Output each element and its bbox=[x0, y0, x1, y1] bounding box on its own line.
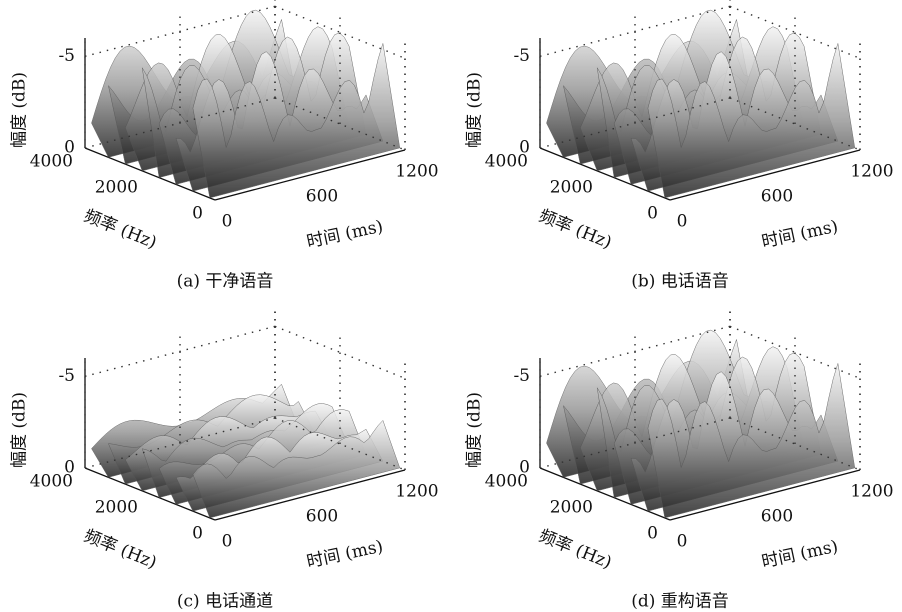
y-axis-line bbox=[84, 147, 216, 201]
x-axis-title: 时间 (ms) bbox=[305, 537, 385, 573]
x-tick-label: 600 bbox=[761, 507, 793, 527]
z-tick-label: 0 bbox=[519, 458, 530, 478]
x-tick-label: 600 bbox=[306, 507, 338, 527]
grid-line bbox=[539, 325, 731, 378]
grid-line bbox=[729, 325, 861, 379]
y-tick-label: 0 bbox=[647, 524, 658, 544]
y-tick-label: 2000 bbox=[95, 498, 138, 518]
z-tick-label: -5 bbox=[58, 366, 75, 386]
y-tick-label: 0 bbox=[647, 204, 658, 224]
z-tick-label: -5 bbox=[513, 366, 530, 386]
grid-line bbox=[729, 417, 861, 471]
z-axis-title: 幅度 (dB) bbox=[10, 72, 30, 148]
grid-line bbox=[539, 5, 731, 58]
surface-decor bbox=[192, 419, 401, 519]
x-tick-label: 1200 bbox=[850, 482, 893, 502]
y-axis-line bbox=[539, 467, 671, 521]
x-axis-title: 时间 (ms) bbox=[760, 217, 840, 253]
y-tick-label: 2000 bbox=[550, 178, 593, 198]
x-axis-line bbox=[214, 149, 406, 201]
y-tick-label: 4000 bbox=[485, 472, 528, 492]
caption: (a) 干净语音 bbox=[177, 272, 274, 292]
z-tick-label: 0 bbox=[519, 138, 530, 158]
y-tick-label: 4000 bbox=[30, 472, 73, 492]
grid-line bbox=[274, 5, 406, 59]
grid-line bbox=[729, 97, 861, 151]
y-axis-title: 频率 (Hz) bbox=[536, 526, 614, 573]
y-axis-title: 频率 (Hz) bbox=[81, 206, 159, 253]
y-tick-label: 4000 bbox=[485, 152, 528, 172]
z-tick-label: 0 bbox=[64, 138, 75, 158]
x-tick-label: 0 bbox=[222, 532, 233, 552]
x-axis-title: 时间 (ms) bbox=[305, 217, 385, 253]
x-tick-label: 0 bbox=[222, 212, 233, 232]
surface-decor bbox=[647, 363, 856, 519]
y-tick-label: 0 bbox=[192, 204, 203, 224]
z-tick-label: -5 bbox=[513, 46, 530, 66]
y-tick-label: 0 bbox=[192, 524, 203, 544]
grid-line bbox=[729, 5, 861, 59]
x-tick-label: 600 bbox=[306, 187, 338, 207]
caption: (c) 电话通道 bbox=[177, 592, 273, 612]
x-tick-label: 0 bbox=[677, 532, 688, 552]
x-axis-title: 时间 (ms) bbox=[760, 537, 840, 573]
z-tick-label: -5 bbox=[58, 46, 75, 66]
y-tick-label: 2000 bbox=[95, 178, 138, 198]
grid-line bbox=[274, 325, 406, 379]
y-axis-title: 频率 (Hz) bbox=[536, 206, 614, 253]
surface-decor bbox=[192, 43, 401, 199]
x-tick-label: 1200 bbox=[395, 162, 438, 182]
z-tick-label: 0 bbox=[64, 458, 75, 478]
z-axis-title: 幅度 (dB) bbox=[465, 392, 485, 468]
x-axis-line bbox=[669, 149, 861, 201]
x-tick-label: 0 bbox=[677, 212, 688, 232]
y-tick-label: 4000 bbox=[30, 152, 73, 172]
y-tick-label: 2000 bbox=[550, 498, 593, 518]
surface-decor bbox=[647, 43, 856, 199]
x-tick-label: 1200 bbox=[395, 482, 438, 502]
y-axis-line bbox=[84, 467, 216, 521]
caption: (b) 电话语音 bbox=[631, 272, 729, 292]
caption: (d) 重构语音 bbox=[631, 592, 729, 612]
x-axis-line bbox=[214, 469, 406, 521]
z-axis-title: 幅度 (dB) bbox=[465, 72, 485, 148]
grid-line bbox=[84, 5, 276, 58]
y-axis-line bbox=[539, 147, 671, 201]
z-axis-title: 幅度 (dB) bbox=[10, 392, 30, 468]
x-axis-line bbox=[669, 469, 861, 521]
y-axis-title: 频率 (Hz) bbox=[81, 526, 159, 573]
grid-line bbox=[274, 97, 406, 151]
grid-line bbox=[274, 417, 406, 471]
x-tick-label: 1200 bbox=[850, 162, 893, 182]
grid-line bbox=[84, 325, 276, 378]
x-tick-label: 600 bbox=[761, 187, 793, 207]
